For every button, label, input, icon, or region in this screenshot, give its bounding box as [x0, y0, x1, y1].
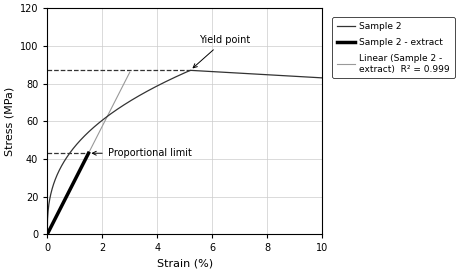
Text: Proportional limit: Proportional limit [92, 148, 191, 158]
Text: Yield point: Yield point [193, 35, 250, 68]
Legend: Sample 2, Sample 2 - extract, Linear (Sample 2 -
extract)  R² = 0.999: Sample 2, Sample 2 - extract, Linear (Sa… [332, 17, 455, 78]
Y-axis label: Stress (MPa): Stress (MPa) [4, 87, 14, 156]
X-axis label: Strain (%): Strain (%) [157, 259, 213, 269]
